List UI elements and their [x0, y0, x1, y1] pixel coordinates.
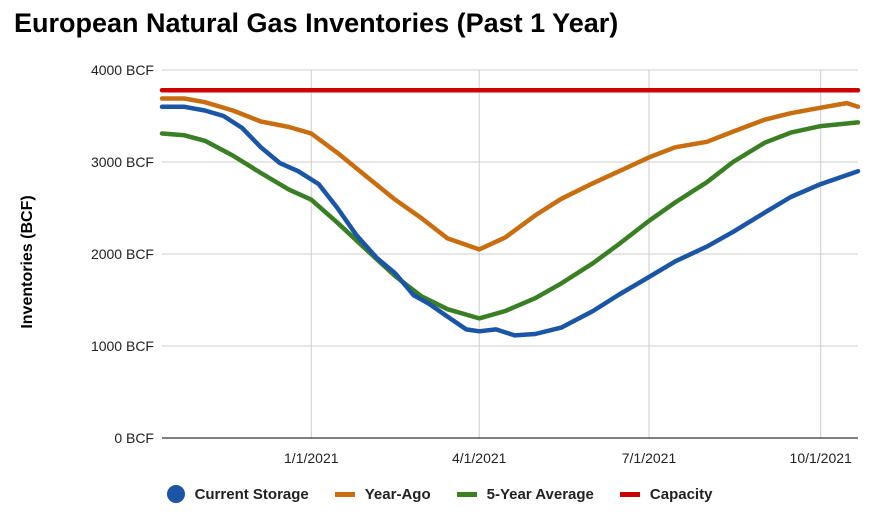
- x-tick-label: 7/1/2021: [622, 450, 677, 466]
- x-tick-label: 10/1/2021: [790, 450, 852, 466]
- legend-marker: [619, 491, 640, 497]
- legend: Current Storage Year-Ago 5-Year Average Cap…: [0, 485, 879, 503]
- legend-item: 5-Year Average: [456, 485, 594, 503]
- legend-item: Current Storage: [166, 485, 309, 503]
- legend-item: Capacity: [619, 485, 713, 503]
- series-line-year-ago: [159, 96, 861, 252]
- legend-label: Current Storage: [194, 485, 309, 503]
- legend-label: 5-Year Average: [486, 485, 594, 503]
- y-tick-label: 2000 BCF: [91, 246, 154, 262]
- y-tick-label: 3000 BCF: [91, 154, 154, 170]
- legend-label: Year-Ago: [364, 485, 431, 503]
- y-tick-label: 1000 BCF: [91, 338, 154, 354]
- legend-marker: [456, 491, 477, 497]
- legend-label: Capacity: [649, 485, 713, 503]
- series-layer: [159, 87, 861, 338]
- series-line-current-storage: [159, 104, 861, 338]
- horizontal-gridlines: [162, 69, 858, 347]
- x-tick-label: 1/1/2021: [284, 450, 339, 466]
- x-tick-label: 4/1/2021: [452, 450, 507, 466]
- legend-marker: [166, 485, 185, 503]
- series-line-5-year-average: [159, 120, 861, 321]
- y-tick-label: 0 BCF: [114, 430, 154, 446]
- y-tick-label: 4000 BCF: [91, 62, 154, 78]
- x-tick-labels: 1/1/2021 4/1/2021 7/1/2021 10/1/2021: [284, 450, 852, 466]
- legend-marker: [334, 491, 355, 497]
- chart-title: European Natural Gas Inventories (Past 1…: [14, 8, 619, 38]
- legend-item: Year-Ago: [334, 485, 431, 503]
- y-tick-labels: 0 BCF 1000 BCF 2000 BCF 3000 BCF 4000 BCF: [91, 62, 154, 446]
